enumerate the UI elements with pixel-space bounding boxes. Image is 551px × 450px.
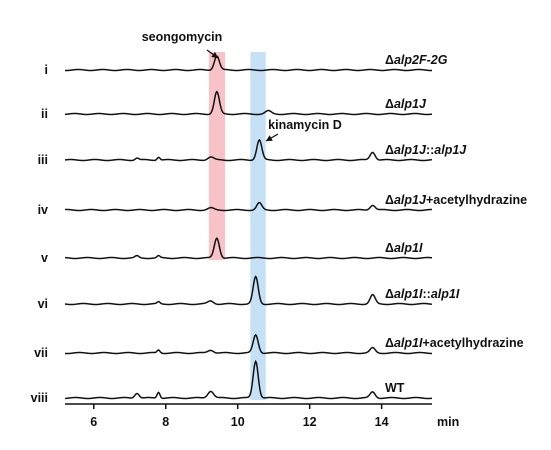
label-part-3: alp1J bbox=[434, 143, 467, 157]
label-part-1: alp1I bbox=[394, 336, 423, 350]
trace-label-vii: Δalp1I+acetylhydrazine bbox=[385, 336, 524, 350]
label-part-1: alp1J bbox=[394, 193, 427, 207]
trace-id-v: v bbox=[41, 251, 48, 265]
trace-group bbox=[64, 55, 433, 400]
label-part-2: :: bbox=[426, 143, 434, 157]
label-part-2: :: bbox=[422, 287, 430, 301]
x-axis-label: min bbox=[437, 415, 459, 429]
highlight-bands bbox=[208, 52, 266, 400]
trace-vi bbox=[64, 275, 433, 306]
label-part-2: +acetylhydrazine bbox=[422, 336, 523, 350]
label-part-1: alp1J bbox=[394, 143, 427, 157]
trace-label-viii: WT bbox=[385, 381, 405, 395]
trace-viii bbox=[64, 359, 433, 400]
annotation-arrowhead-0 bbox=[211, 51, 218, 58]
trace-iii bbox=[64, 138, 433, 162]
x-tick-label-6: 6 bbox=[90, 415, 97, 429]
trace-label-iii: Δalp1J::alp1J bbox=[385, 143, 467, 157]
trace-id-ii: ii bbox=[41, 107, 48, 121]
highlight-band-seongomycin bbox=[208, 52, 226, 260]
highlight-band-kinamycin-D bbox=[250, 52, 266, 400]
trace-id-viii: viii bbox=[31, 391, 48, 405]
trace-id-iii: iii bbox=[38, 153, 48, 167]
label-part-0: Δ bbox=[385, 143, 394, 157]
label-part-0: Δ bbox=[385, 241, 394, 255]
trace-ii bbox=[64, 90, 433, 116]
trace-label-iv: Δalp1J+acetylhydrazine bbox=[385, 193, 527, 207]
x-tick-label-8: 8 bbox=[162, 415, 169, 429]
trace-label-v: Δalp1I bbox=[385, 241, 423, 255]
label-part-2: WT bbox=[385, 381, 405, 395]
label-part-1: alp1J bbox=[394, 97, 427, 111]
trace-label-vi: Δalp1I::alp1I bbox=[385, 287, 460, 301]
trace-v bbox=[64, 237, 433, 260]
label-part-0: Δ bbox=[385, 287, 394, 301]
label-part-0: Δ bbox=[385, 53, 394, 67]
trace-id-vii: vii bbox=[34, 346, 48, 360]
trace-label-i: Δalp2F-2G bbox=[385, 53, 448, 67]
label-part-2: +acetylhydrazine bbox=[426, 193, 527, 207]
label-part-0: Δ bbox=[385, 336, 394, 350]
x-axis: 6 8 10 12 14 min bbox=[65, 403, 459, 429]
label-part-3: alp1I bbox=[431, 287, 460, 301]
label-part-1: alp2F-2G bbox=[394, 53, 448, 67]
label-part-1: alp1I bbox=[394, 287, 423, 301]
trace-id-i: i bbox=[45, 63, 48, 77]
trace-iv bbox=[64, 201, 432, 212]
annotation-arrowhead-1 bbox=[266, 135, 273, 141]
trace-id-iv: iv bbox=[38, 203, 48, 217]
trace-labels: iΔalp2F-2GiiΔalp1JiiiΔalp1J::alp1JivΔalp… bbox=[31, 53, 527, 405]
x-tick-label-14: 14 bbox=[375, 415, 389, 429]
trace-i bbox=[64, 55, 433, 72]
trace-label-ii: Δalp1J bbox=[385, 97, 427, 111]
label-part-0: Δ bbox=[385, 193, 394, 207]
annotation-kinamycin-D: kinamycin D bbox=[268, 118, 342, 132]
label-part-0: Δ bbox=[385, 97, 394, 111]
x-tick-label-12: 12 bbox=[303, 415, 317, 429]
x-tick-label-10: 10 bbox=[231, 415, 245, 429]
annotation-seongomycin: seongomycin bbox=[142, 30, 223, 44]
trace-vii bbox=[64, 333, 433, 355]
annotations: seongomycin kinamycin D bbox=[142, 30, 342, 142]
trace-id-vi: vi bbox=[38, 297, 48, 311]
label-part-1: alp1I bbox=[394, 241, 423, 255]
